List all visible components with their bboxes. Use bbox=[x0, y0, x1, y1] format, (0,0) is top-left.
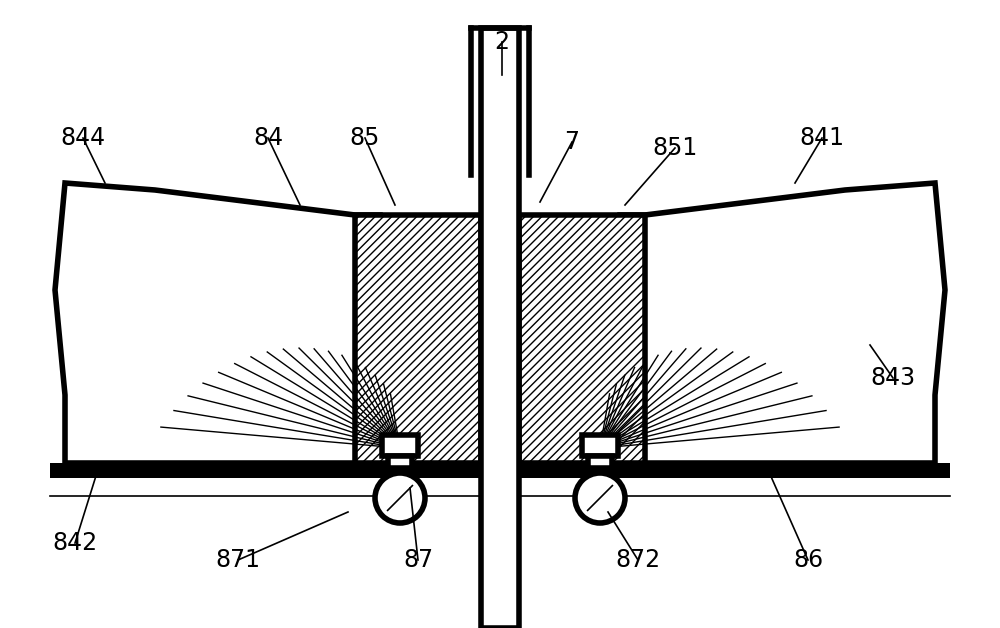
Circle shape bbox=[575, 473, 625, 523]
Polygon shape bbox=[382, 435, 418, 456]
Text: 87: 87 bbox=[403, 548, 433, 572]
Text: 872: 872 bbox=[615, 548, 661, 572]
Polygon shape bbox=[55, 183, 380, 463]
Bar bbox=[519, 215, 645, 463]
Polygon shape bbox=[582, 435, 618, 456]
Polygon shape bbox=[388, 456, 412, 468]
Circle shape bbox=[375, 473, 425, 523]
Text: 84: 84 bbox=[253, 126, 283, 150]
Bar bbox=[50, 463, 950, 478]
Text: 841: 841 bbox=[800, 126, 844, 150]
Text: 86: 86 bbox=[793, 548, 823, 572]
Text: 843: 843 bbox=[870, 366, 916, 390]
Bar bbox=[355, 215, 481, 463]
Text: 85: 85 bbox=[350, 126, 380, 150]
Text: 871: 871 bbox=[216, 548, 260, 572]
Text: 2: 2 bbox=[494, 30, 510, 54]
Text: 844: 844 bbox=[60, 126, 106, 150]
Text: 842: 842 bbox=[52, 531, 98, 555]
Polygon shape bbox=[620, 183, 945, 463]
Text: 7: 7 bbox=[564, 130, 580, 154]
Text: 851: 851 bbox=[652, 136, 698, 160]
Bar bbox=[481, 28, 519, 628]
Polygon shape bbox=[588, 456, 612, 468]
